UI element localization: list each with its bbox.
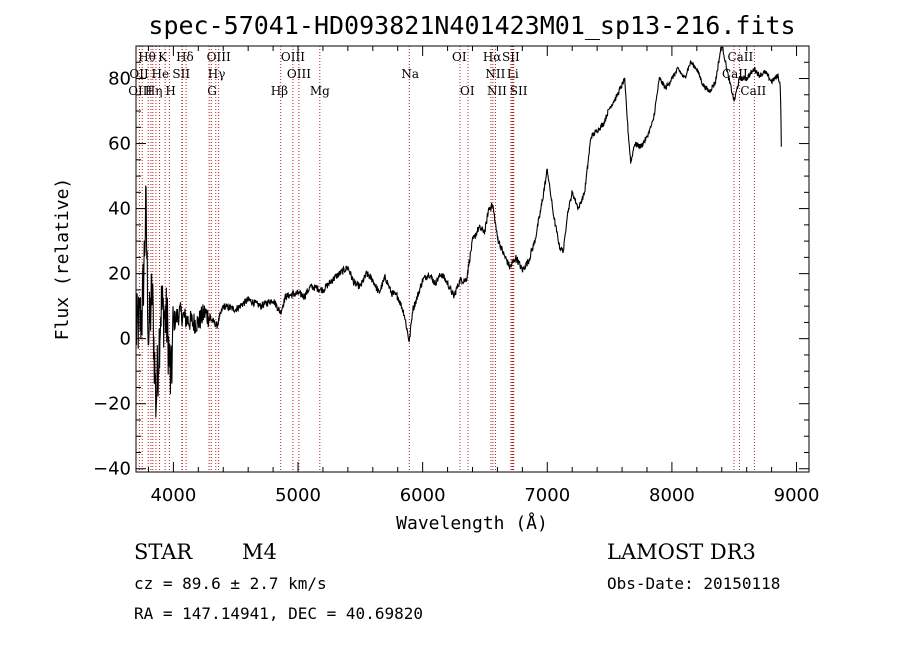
line-label: OI <box>460 84 475 98</box>
line-label: CaII <box>727 50 753 64</box>
obs-date: Obs-Date: 20150118 <box>607 574 780 593</box>
coordinates: RA = 147.14941, DEC = 40.69820 <box>134 604 423 623</box>
line-label: Hβ <box>271 84 288 98</box>
line-label: Hθ <box>138 50 156 64</box>
line-label: Hγ <box>208 67 226 81</box>
spectrum-line <box>135 47 782 418</box>
line-label: OIII <box>287 67 311 81</box>
line-label: CaII <box>740 84 766 98</box>
line-label: OIII <box>128 84 152 98</box>
line-label: Li <box>507 67 519 81</box>
y-tick-label: −40 <box>93 459 131 480</box>
y-axis-label: Flux (relative) <box>52 178 73 341</box>
line-markers <box>138 46 755 472</box>
object-type: STAR <box>134 540 193 564</box>
chart-title: spec-57041-HD093821N401423M01_sp13-216.f… <box>148 11 795 40</box>
line-label: OII <box>129 67 149 81</box>
line-label: SII <box>510 84 528 98</box>
y-tick-label: −20 <box>93 394 131 415</box>
line-label: Hα <box>483 50 502 64</box>
line-label: OIII <box>207 50 231 64</box>
line-label: Hδ <box>176 50 194 64</box>
line-label: He <box>152 67 170 81</box>
redshift-value: cz = 89.6 ± 2.7 km/s <box>134 574 327 593</box>
plot-frame <box>135 45 810 473</box>
line-label: OI <box>452 50 467 64</box>
x-axis-label: Wavelength (Å) <box>396 512 548 534</box>
line-label: SII <box>172 67 190 81</box>
line-label: Hη <box>145 84 163 98</box>
line-label: NII <box>487 84 507 98</box>
x-tick-label: 7000 <box>524 485 570 506</box>
axis-ticks: 4000 5000 6000 7000 8000 9000 −40 −20 0 20 40 60 80 <box>93 45 820 506</box>
y-tick-label: 20 <box>108 264 131 285</box>
line-label: Na <box>401 67 419 81</box>
line-label: OIII <box>281 50 305 64</box>
x-tick-label: 6000 <box>400 485 446 506</box>
line-label: NII <box>485 67 505 81</box>
y-tick-label: 0 <box>120 329 131 350</box>
line-label: SII <box>502 50 520 64</box>
x-tick-label: 8000 <box>649 485 695 506</box>
y-tick-label: 40 <box>108 199 131 220</box>
y-tick-label: 80 <box>108 69 131 90</box>
x-tick-label: 5000 <box>275 485 321 506</box>
y-tick-label: 60 <box>108 134 131 155</box>
x-tick-label: 9000 <box>774 485 820 506</box>
x-tick-label: 4000 <box>150 485 196 506</box>
line-label: Mg <box>310 84 330 98</box>
line-label: H <box>165 84 175 98</box>
spectral-subclass: M4 <box>242 540 277 564</box>
line-label: G <box>207 84 217 98</box>
info-panel: STAR M4 LAMOST DR3 cz = 89.6 ± 2.7 km/s … <box>134 540 780 623</box>
survey-name: LAMOST DR3 <box>607 540 756 564</box>
line-label: K <box>158 50 168 64</box>
